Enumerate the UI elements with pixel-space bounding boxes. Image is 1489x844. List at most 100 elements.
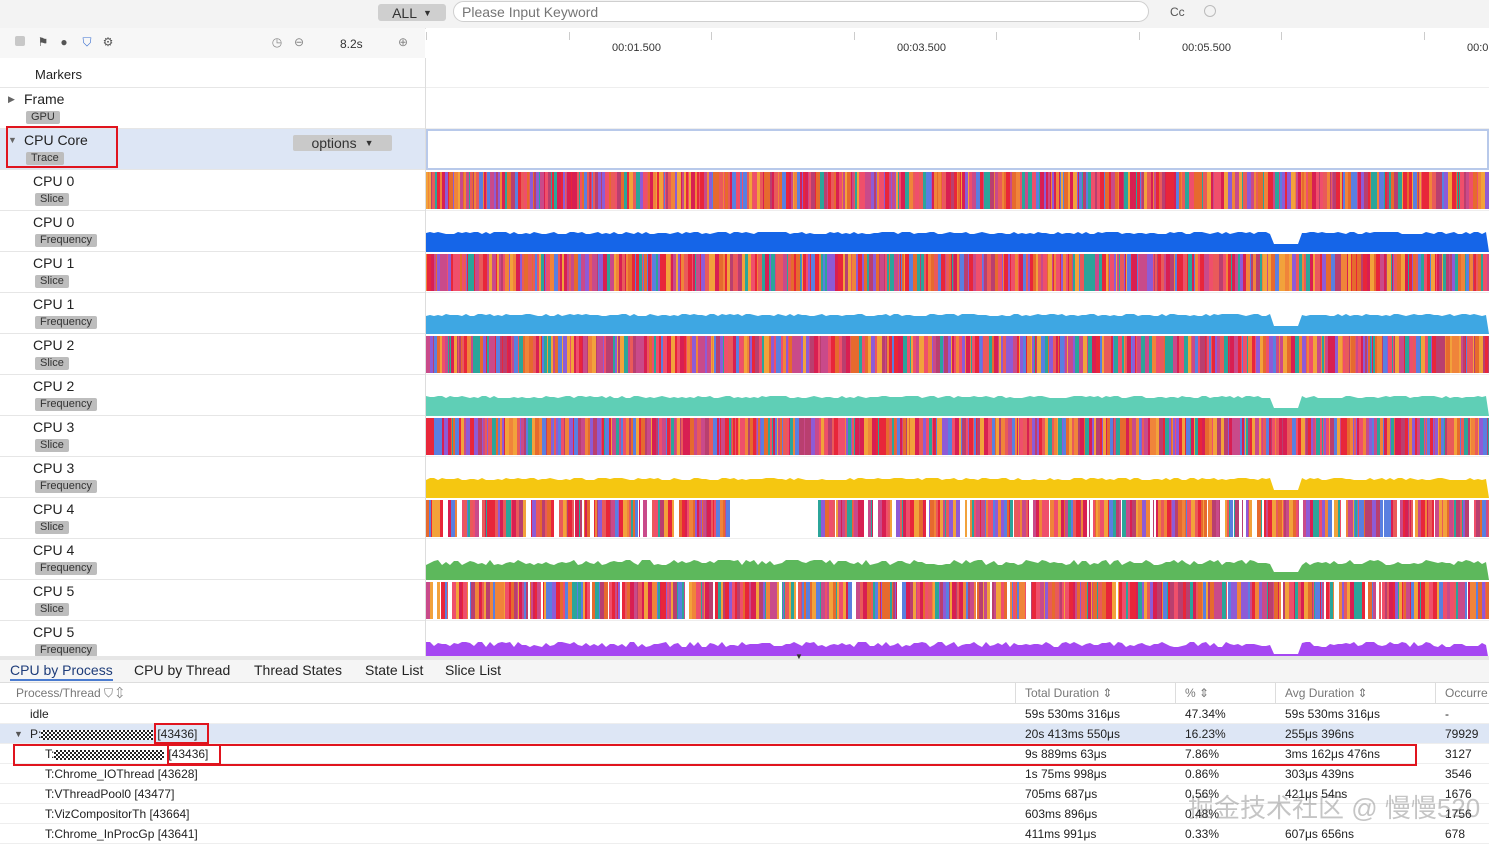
track-markers[interactable]: Markers	[0, 58, 425, 88]
record-icon[interactable]: ●	[60, 35, 68, 49]
column-separator[interactable]	[1015, 683, 1016, 703]
track-cpu[interactable]: CPU 2 Frequency	[0, 375, 425, 416]
track-cpu[interactable]: CPU 1 Slice	[0, 252, 425, 293]
slice-strip[interactable]	[426, 172, 1489, 209]
slice-mark	[1269, 172, 1273, 209]
chevron-down-icon[interactable]: ▼	[795, 652, 803, 661]
column-header-occurrences[interactable]: Occurre	[1445, 686, 1488, 700]
options-dropdown[interactable]: options ▼	[293, 135, 392, 151]
track-cpu[interactable]: CPU 3 Slice	[0, 416, 425, 457]
slice-strip[interactable]	[426, 254, 1489, 291]
table-row[interactable]: T:Chrome_InProcGp [43641] 411ms 991μs 0.…	[0, 824, 1489, 844]
panel-divider[interactable]: ▼	[0, 652, 1489, 661]
tab-cpu-by-thread[interactable]: CPU by Thread	[134, 662, 231, 678]
slice-mark	[660, 500, 664, 537]
table-row[interactable]: idle 59s 530ms 316μs 47.34% 59s 530ms 31…	[0, 704, 1489, 724]
filter-icon[interactable]: ⛉	[104, 686, 114, 700]
slice-strip[interactable]	[426, 500, 1489, 537]
column-separator[interactable]	[1175, 683, 1176, 703]
zoom-out-icon[interactable]: ⊖	[293, 35, 305, 49]
slice-mark	[892, 172, 895, 209]
square-icon[interactable]	[14, 36, 26, 48]
track-cpu-core[interactable]: ▼ CPU Core Trace options ▼	[0, 129, 425, 170]
slice-mark	[702, 582, 704, 619]
tab-slice-list[interactable]: Slice List	[445, 662, 502, 678]
track-cpu[interactable]: CPU 0 Frequency	[0, 211, 425, 252]
slice-mark	[476, 336, 480, 373]
gear-icon[interactable]: ⚙	[102, 35, 114, 49]
column-header-total[interactable]: Total Duration ⇕	[1025, 686, 1112, 700]
track-tag: Frequency	[35, 316, 97, 329]
track-cpu[interactable]: CPU 2 Slice	[0, 334, 425, 375]
track-cpu[interactable]: CPU 3 Frequency	[0, 457, 425, 498]
timeline-tracks[interactable]	[426, 58, 1489, 662]
search-input[interactable]	[453, 1, 1149, 22]
column-header-percent[interactable]: % ⇕	[1185, 686, 1209, 700]
slice-strip[interactable]	[426, 418, 1489, 455]
slice-mark	[1483, 336, 1485, 373]
track-frame[interactable]: ▶ Frame GPU	[0, 88, 425, 129]
sort-icon[interactable]: ⇕	[1102, 686, 1113, 700]
table-row[interactable]: ▼ P: [43436] 20s 413ms 550μs 16.23% 255μs…	[0, 724, 1489, 744]
slice-mark	[1331, 336, 1335, 373]
column-header-avg[interactable]: Avg Duration ⇕	[1285, 686, 1368, 700]
tab-cpu-by-process[interactable]: CPU by Process	[10, 662, 113, 681]
slice-mark	[478, 418, 482, 455]
slice-mark	[827, 172, 828, 209]
frequency-graph[interactable]	[426, 375, 1489, 416]
slice-strip[interactable]	[426, 582, 1489, 619]
filter-dropdown[interactable]: ALL ▼	[378, 4, 446, 21]
tab-thread-states[interactable]: Thread States	[254, 662, 342, 678]
slice-mark	[693, 254, 695, 291]
collapse-icon[interactable]: ▼	[14, 729, 23, 739]
table-row[interactable]: T: [43436] 9s 889ms 63μs 7.86% 3ms 162μs …	[0, 744, 1489, 764]
slice-mark	[971, 336, 972, 373]
column-separator[interactable]	[1275, 683, 1276, 703]
sort-icon[interactable]: ⇕	[1199, 686, 1210, 700]
frequency-graph[interactable]	[426, 211, 1489, 252]
slice-mark	[1150, 254, 1153, 291]
slice-mark	[855, 418, 859, 455]
slice-mark	[968, 254, 969, 291]
slice-mark	[1073, 172, 1077, 209]
slice-mark	[999, 336, 1001, 373]
flag-icon[interactable]: ⚑	[37, 35, 49, 49]
table-row[interactable]: T:VThreadPool0 [43477] 705ms 687μs 0.56%…	[0, 784, 1489, 804]
column-header-process[interactable]: Process/Thread ⛉ ⇕	[16, 686, 123, 701]
case-sensitive-toggle[interactable]: Cc	[1170, 5, 1185, 19]
table-row[interactable]: T:VizCompositorTh [43664] 603ms 896μs 0.…	[0, 804, 1489, 824]
time-ruler[interactable]: 00:01.500 00:03.500 00:05.500 00:0	[426, 28, 1489, 59]
track-cpu[interactable]: CPU 5 Slice	[0, 580, 425, 621]
frequency-graph[interactable]	[426, 293, 1489, 334]
slice-lane	[426, 334, 1489, 375]
track-cpu[interactable]: CPU 1 Frequency	[0, 293, 425, 334]
collapse-icon[interactable]: ▼	[8, 135, 17, 145]
sort-icon[interactable]: ⇕	[116, 686, 124, 700]
slice-mark	[662, 418, 666, 455]
slice-mark	[962, 336, 965, 373]
sort-icon[interactable]: ⇕	[1357, 686, 1368, 700]
expand-icon[interactable]: ▶	[8, 94, 15, 104]
tab-state-list[interactable]: State List	[365, 662, 424, 678]
slice-mark	[1393, 336, 1394, 373]
slice-mark	[451, 336, 454, 373]
column-separator[interactable]	[1435, 683, 1436, 703]
frequency-graph[interactable]	[426, 457, 1489, 498]
track-cpu[interactable]: CPU 4 Frequency	[0, 539, 425, 580]
slice-mark	[475, 582, 479, 619]
table-row[interactable]: T:Chrome_IOThread [43628] 1s 75ms 998μs …	[0, 764, 1489, 784]
clock-icon[interactable]: ◷	[271, 35, 283, 49]
filter-icon[interactable]: ⛉	[82, 35, 92, 49]
slice-mark	[996, 418, 999, 455]
history-icon[interactable]	[1204, 5, 1216, 17]
slice-mark	[725, 172, 728, 209]
zoom-in-icon[interactable]: ⊕	[397, 35, 409, 49]
slice-mark	[1052, 418, 1054, 455]
slice-mark	[1461, 582, 1465, 619]
slice-strip[interactable]	[426, 336, 1489, 373]
frequency-area	[426, 478, 1489, 498]
slice-mark	[1144, 582, 1147, 619]
track-cpu[interactable]: CPU 4 Slice	[0, 498, 425, 539]
frequency-graph[interactable]	[426, 539, 1489, 580]
track-cpu[interactable]: CPU 0 Slice	[0, 170, 425, 211]
